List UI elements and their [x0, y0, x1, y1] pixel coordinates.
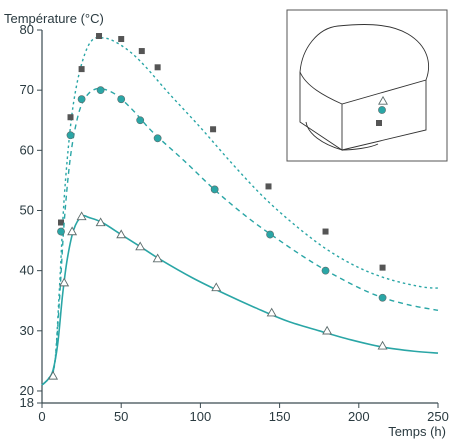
- circle-data-point: [266, 230, 274, 239]
- square-data-point: [265, 183, 272, 190]
- triangle-data-point: [95, 217, 106, 227]
- x-tick-label: 100: [190, 409, 212, 424]
- square-data-point: [322, 228, 329, 235]
- square-data-point: [138, 48, 145, 55]
- square-series-line: [41, 36, 439, 386]
- square-data-point: [379, 264, 386, 271]
- x-axis-label: Temps (h): [388, 424, 446, 439]
- x-tick-label: 0: [38, 409, 45, 424]
- inset-markers: [376, 95, 388, 126]
- inset-triangle-marker: [378, 95, 388, 105]
- triangle-data-point: [377, 340, 388, 350]
- triangle-data-point: [67, 226, 78, 236]
- circle-data-point: [96, 86, 105, 95]
- square-data-point: [78, 66, 85, 73]
- series-layer: [41, 33, 439, 386]
- x-tick-label: 50: [114, 409, 128, 424]
- circle-data-point: [66, 131, 75, 140]
- circle-series: [41, 86, 439, 386]
- square-data-point: [154, 64, 161, 71]
- circle-data-point: [77, 95, 86, 104]
- y-tick-label: 50: [20, 202, 34, 217]
- square-series: [41, 33, 439, 386]
- triangle-data-point: [322, 325, 333, 335]
- square-data-point: [210, 126, 217, 133]
- y-tick-label: 70: [20, 82, 34, 97]
- inset-diagram: [286, 9, 448, 162]
- y-tick-label: 60: [20, 142, 34, 157]
- triangle-data-point: [59, 277, 70, 287]
- y-tick-label: 40: [20, 263, 34, 278]
- y-tick-label: 80: [20, 22, 34, 37]
- circle-data-point: [136, 116, 145, 125]
- triangle-series-line: [41, 214, 439, 386]
- square-data-point: [118, 36, 125, 43]
- triangle-data-point: [152, 253, 163, 263]
- circle-data-point: [57, 227, 65, 236]
- y-tick-label: 20: [20, 383, 34, 398]
- square-data-point: [58, 219, 65, 226]
- triangle-data-point: [211, 282, 222, 292]
- square-data-point: [67, 114, 74, 121]
- x-tick-label: 150: [269, 409, 291, 424]
- y-tick-label: 30: [20, 323, 34, 338]
- circle-data-point: [321, 266, 330, 275]
- triangle-series: [41, 211, 439, 386]
- triangle-data-point: [135, 241, 146, 251]
- triangle-data-point: [48, 370, 59, 380]
- inset-square-marker: [376, 120, 382, 126]
- circle-data-point: [378, 293, 387, 302]
- y-tick-label: 18: [20, 395, 34, 410]
- square-data-point: [96, 33, 103, 40]
- block-illustration: [299, 24, 429, 151]
- y-axis-label: Température (°C): [4, 11, 104, 26]
- circle-data-point: [210, 185, 219, 194]
- x-tick-label: 200: [348, 409, 370, 424]
- triangle-data-point: [76, 211, 87, 221]
- inset-circle-marker: [378, 106, 386, 114]
- circle-data-point: [117, 95, 126, 104]
- x-tick-label: 250: [427, 409, 449, 424]
- triangle-data-point: [266, 307, 277, 317]
- triangle-data-point: [116, 229, 127, 239]
- circle-data-point: [153, 134, 162, 143]
